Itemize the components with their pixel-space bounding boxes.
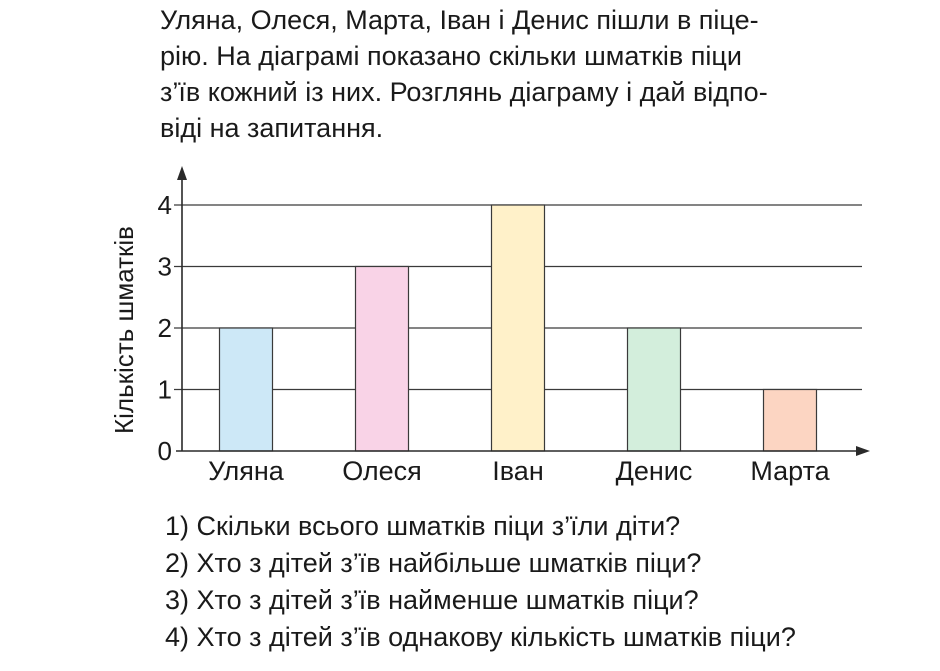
x-tick-label: Уляна (208, 456, 285, 486)
y-tick-label: 0 (158, 436, 172, 466)
y-tick-labels: 0 1 2 3 4 (158, 190, 172, 466)
y-tick-label: 2 (158, 313, 172, 343)
intro-line: віді на запитання. (160, 113, 384, 143)
bar-4 (626, 327, 682, 452)
bar-chart: 0 1 2 3 4 Уляна Олеся Іван Денис Марта Кількість… (109, 166, 870, 486)
x-tick-label: Олеся (342, 456, 422, 486)
intro-line: з’їв кожний із них. Розглянь діаграму і … (160, 77, 768, 107)
x-axis-arrow (856, 446, 870, 456)
question-item: 3) Хто з дітей з’їв найменше шматків піц… (165, 585, 699, 615)
y-tick-label: 4 (158, 190, 172, 220)
bars (218, 204, 818, 452)
x-tick-label: Марта (750, 456, 830, 486)
x-tick-label: Іван (492, 456, 543, 486)
bar-5 (762, 388, 818, 452)
y-axis-label: Кількість шматків (109, 226, 139, 434)
intro-text: Уляна, Олеся, Марта, Іван і Денис пішли … (160, 2, 900, 146)
x-tick-label: Денис (616, 456, 693, 486)
x-tick-labels: Уляна Олеся Іван Денис Марта (208, 456, 830, 486)
y-axis-arrow (177, 166, 187, 180)
bar-3 (490, 204, 546, 452)
bar-2 (354, 265, 410, 452)
question-list: 1) Скільки всього шматків піци з’їли діт… (165, 508, 796, 656)
y-tick-label: 3 (158, 252, 172, 282)
question-item: 4) Хто з дітей з’їв однакову кількість ш… (165, 622, 796, 652)
bar-1 (218, 327, 274, 452)
intro-line: Уляна, Олеся, Марта, Іван і Денис пішли … (160, 5, 759, 35)
axes (176, 166, 870, 456)
question-item: 2) Хто з дітей з’їв найбільше шматків пі… (165, 548, 702, 578)
y-tick-label: 1 (158, 375, 172, 405)
intro-line: рію. На діаграмі показано скільки шматкі… (160, 41, 742, 71)
question-item: 1) Скільки всього шматків піци з’їли діт… (165, 511, 681, 541)
